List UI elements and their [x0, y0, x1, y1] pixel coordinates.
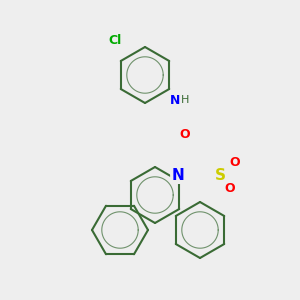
Text: H: H: [181, 95, 189, 105]
Text: O: O: [225, 182, 235, 194]
Text: O: O: [180, 128, 190, 142]
Text: N: N: [170, 94, 180, 106]
Text: S: S: [214, 167, 226, 182]
Text: N: N: [172, 167, 184, 182]
Text: O: O: [230, 155, 240, 169]
Text: Cl: Cl: [108, 34, 122, 46]
